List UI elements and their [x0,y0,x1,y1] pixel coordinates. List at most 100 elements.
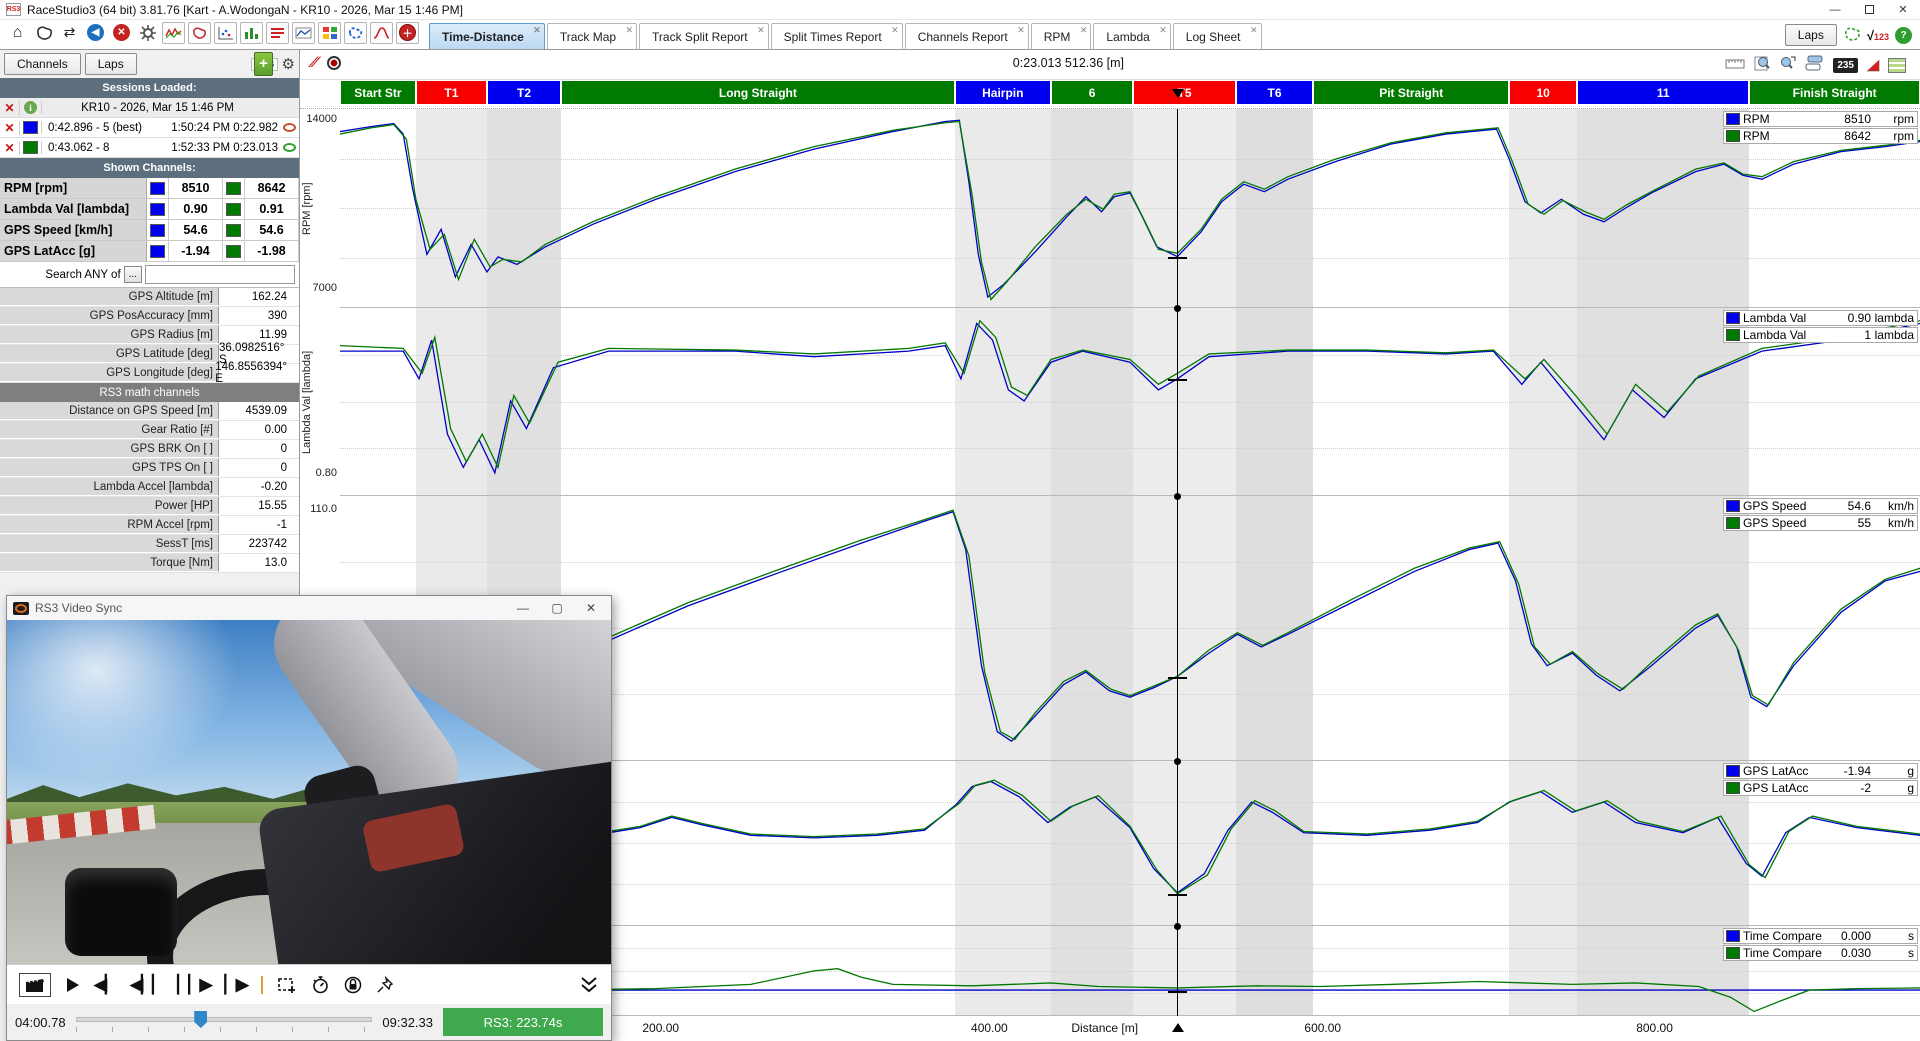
video-maximize-button[interactable]: ▢ [551,601,563,615]
laps-tab-button[interactable]: Laps [84,53,137,75]
remove-session-icon[interactable]: ✕ [0,120,20,135]
time-distance-plot-icon[interactable] [162,21,185,44]
play-button[interactable] [65,977,80,993]
laps-button[interactable]: Laps [1784,24,1837,46]
sector-long-straight[interactable]: Long Straight [562,81,954,104]
cursor-handle[interactable] [1174,493,1182,500]
info-icon[interactable]: i [24,101,37,114]
step-back-button[interactable]: ◀▏▏ [130,974,165,994]
sector-6[interactable]: 6 [1052,81,1133,104]
shown-channel-row[interactable]: RPM [rpm] 8510 8642 [0,178,299,199]
histogram-icon[interactable] [240,21,263,44]
tab-track-map[interactable]: Track Map ✕ [546,23,638,49]
tab-close-icon[interactable]: ✕ [757,25,765,35]
tab-close-icon[interactable]: ✕ [533,25,541,35]
video-sync-window[interactable]: RS3 Video Sync — ▢ ✕ ◀▏ ◀▏▏ ▏▏▶ ▏▶ 04:00.78 [6,595,612,1041]
track-shape-icon[interactable] [1843,26,1861,45]
channel-list-row[interactable]: Torque [Nm] 13.0 [0,554,299,573]
remove-session-icon[interactable]: ✕ [0,140,20,155]
channel-bands-icon[interactable] [1888,58,1906,73]
lap-visibility-icon[interactable] [283,123,296,132]
shown-channel-row[interactable]: Lambda Val [lambda] 0.90 0.91 [0,199,299,220]
timer-button[interactable] [311,975,330,994]
sector-hairpin[interactable]: Hairpin [955,81,1050,104]
channel-list-row[interactable]: GPS Radius [m] 11.99 [0,326,299,345]
film-strip-button[interactable] [19,972,51,997]
channel-list-row[interactable]: GPS Latitude [deg] 36.0982516° S [0,342,299,366]
session-info-icon[interactable]: i [20,101,42,114]
close-analysis-icon[interactable]: ✕ [110,22,133,44]
session-row[interactable]: ✕ i KR10 - 2026, Mar 15 1:46 PM [0,98,299,118]
tab-track-split-report[interactable]: Track Split Report ✕ [639,23,769,49]
sector-11[interactable]: 11 [1578,81,1749,104]
panel-time-compare[interactable]: Time Compare 0.000 s Time Compare 0.030 s [340,926,1920,1016]
video-title-bar[interactable]: RS3 Video Sync — ▢ ✕ [7,596,611,620]
sector-start-str[interactable]: Start Str [341,81,415,104]
xy-plot-icon[interactable] [214,21,237,44]
maximize-button[interactable] [1852,0,1886,19]
channel-list-row[interactable]: GPS Longitude [deg] 146.8556394° E [0,361,299,385]
search-input[interactable] [145,265,295,284]
session-row[interactable]: ✕ 0:43.062 - 8 1:52:33 PM 0:23.013 [0,138,299,158]
cursor-handle[interactable] [1174,305,1182,312]
time-report-icon[interactable] [292,21,315,44]
sector-t1[interactable]: T1 [416,81,486,104]
channel-list-row[interactable]: GPS Altitude [m] 162.24 [0,288,299,307]
sector-t6[interactable]: T6 [1236,81,1313,104]
cursor-handle[interactable] [1174,758,1182,765]
help-icon[interactable]: ? [1895,26,1912,44]
curve-view-icon[interactable] [370,21,393,44]
collapse-chevron-icon[interactable] [579,976,599,994]
tab-close-icon[interactable]: ✕ [891,25,899,35]
tab-lambda[interactable]: Lambda ✕ [1093,23,1171,49]
ruler-icon[interactable] [1725,57,1745,75]
video-minimize-button[interactable]: — [517,601,529,615]
channel-list-row[interactable]: Lambda Accel [lambda] -0.20 [0,478,299,497]
report-icon[interactable] [266,21,289,44]
remove-session-icon[interactable]: ✕ [0,100,20,115]
sector-t5[interactable]: T5 [1134,81,1235,104]
sector-pit-straight[interactable]: Pit Straight [1314,81,1509,104]
channel-list-row[interactable]: GPS PosAccuracy [mm] 390 [0,307,299,326]
channels-grid-icon[interactable] [318,21,341,44]
transfer-icon[interactable]: ⇄ [63,24,76,40]
math-channels-icon[interactable]: √123 [1866,27,1889,43]
lock-button[interactable] [344,975,362,994]
add-view-icon[interactable]: ＋ [396,21,419,44]
tab-log-sheet[interactable]: Log Sheet ✕ [1172,23,1262,49]
sector-10[interactable]: 10 [1510,81,1577,104]
step-forward-button[interactable]: ▏▏▶ [177,974,212,994]
triangle-icon[interactable] [1866,59,1880,72]
lap-visibility-icon[interactable] [283,143,296,152]
step-back-frame-button[interactable]: ◀▏ [94,974,118,994]
tab-close-icon[interactable]: ✕ [1249,25,1258,35]
chart-cursor[interactable] [1168,89,1188,1032]
close-button[interactable]: ✕ [1898,4,1908,16]
track-map-view-icon[interactable] [188,21,211,44]
session-row[interactable]: ✕ 0:42.896 - 5 (best) 1:50:24 PM 0:22.982 [0,118,299,138]
tab-close-icon[interactable]: ✕ [625,25,634,35]
add-session-button[interactable]: + [254,52,273,76]
preferences-gear-icon[interactable] [136,22,159,44]
tab-close-icon[interactable]: ✕ [1079,25,1088,35]
channel-list-row[interactable]: SessT [ms] 223742 [0,535,299,554]
sector-t2[interactable]: T2 [487,81,561,104]
sidebar-gear-icon[interactable]: ⚙ [281,56,295,73]
values-badge-icon[interactable]: 235 [1833,58,1858,73]
tab-close-icon[interactable]: ✕ [1159,25,1167,35]
panel-lambda[interactable]: Lambda Val 0.90 lambda Lambda Val 1 lambda [340,308,1920,496]
channel-list-row[interactable]: GPS TPS On [ ] 0 [0,459,299,478]
channel-list-row[interactable]: RPM Accel [rpm] -1 [0,516,299,535]
track-manager-icon[interactable] [32,22,55,44]
home-icon[interactable]: ⌂ [12,23,23,41]
tab-channels-report[interactable]: Channels Report ✕ [904,23,1029,49]
video-slider-handle[interactable] [194,1011,208,1028]
zoom-page-icon[interactable] [1753,54,1771,77]
video-close-button[interactable]: ✕ [585,601,597,615]
pin-button[interactable] [376,975,394,994]
back-icon[interactable]: ◀ [84,22,107,44]
channels-tab-button[interactable]: Channels [4,53,81,75]
channel-list-row[interactable]: Distance on GPS Speed [m] 4539.09 [0,402,299,421]
tab-rpm[interactable]: RPM ✕ [1030,23,1092,49]
panel-rpm[interactable]: RPM 8510 rpm RPM 8642 rpm [340,109,1920,308]
